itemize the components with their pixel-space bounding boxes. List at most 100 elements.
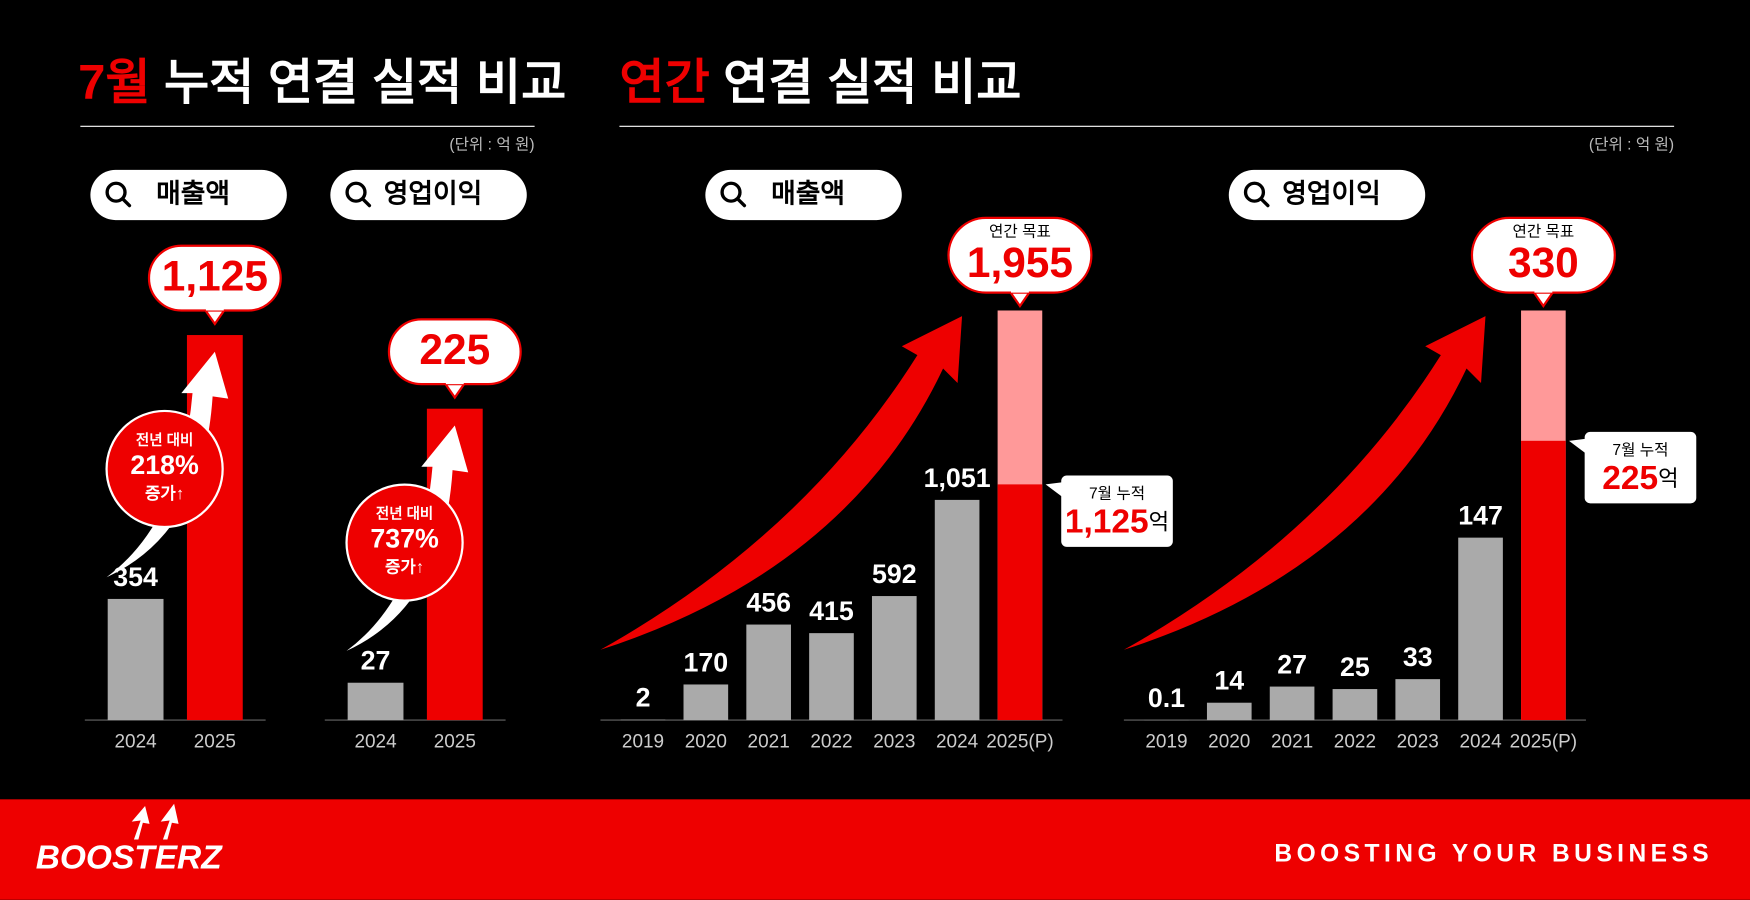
value-label: 170 [683,647,728,677]
bar [683,684,729,721]
growth-text: 218% [130,450,199,480]
callout-bubble [205,306,224,311]
title-text: 누적 연결 실적 비교 [164,56,566,110]
value-label: 33 [1403,642,1433,672]
growth-arrow [106,351,229,578]
x-tick-label: 2025 [434,731,476,752]
growth-text: 전년 대비 [376,506,433,523]
ytd-unit: 억 [1658,466,1679,491]
unit-note: (단위 : 억 원) [449,135,534,153]
bar [1332,689,1378,721]
x-tick-label: 2024 [1459,731,1501,752]
growth-text: 전년 대비 [136,432,193,449]
chart-title: 영업이익 [1282,179,1381,209]
value-label: 1,051 [924,463,991,493]
value-label: 27 [1277,650,1307,680]
chart-title: 영업이익 [384,179,483,209]
search-pill [90,169,287,221]
ytd-label: 7월 누적 [1089,485,1145,503]
search-icon [1243,181,1266,203]
value-label: 1,125 [162,252,268,299]
ytd-pointer [1045,482,1064,498]
section-title: 7월 누적 연결 실적 비교 [78,56,566,110]
ytd-box [1061,475,1173,547]
ytd-label: 7월 누적 [1612,441,1668,459]
ytd-number: 225 [1602,460,1658,497]
chart-title: 매출액 [156,179,230,209]
logo: BOOSTERZ [36,839,223,876]
x-tick-label: 2019 [1145,731,1187,752]
bar [1206,702,1252,721]
value-label: 27 [361,646,391,676]
bar [809,633,854,721]
x-tick-label: 2020 [1208,731,1250,752]
bar [1395,679,1441,721]
x-tick-label: 2024 [354,731,396,752]
callout-bubble [445,379,464,385]
x-tick-label: 2023 [873,731,915,752]
trend-arrow [1123,316,1486,650]
growth-text: 증가↑ [145,484,184,503]
x-tick-label: 2024 [936,731,978,752]
title-text: 연결 실적 비교 [723,56,1021,110]
target-value: 1,955 [967,239,1073,286]
x-tick-label: 2025 [194,731,236,752]
growth-arrow [106,351,229,578]
search-icon [1259,197,1270,208]
x-tick-label: 2021 [1271,731,1313,752]
x-tick-label: 2025(P) [1510,731,1577,752]
search-icon [361,197,372,208]
bar [934,499,980,721]
growth-badge [345,483,464,602]
x-tick-label: 2019 [622,731,664,752]
bar [107,598,164,721]
growth-arrow [346,425,469,651]
ytd-unit: 억 [1149,509,1170,534]
bar [1269,686,1315,721]
ytd-pointer [1569,438,1587,455]
value-label: 25 [1340,652,1370,682]
x-tick-label: 2023 [1397,731,1439,752]
callout-bubble [1011,288,1029,293]
search-icon [736,197,747,208]
value-label: 415 [809,596,854,626]
search-icon [105,181,127,203]
search-icon [345,181,367,203]
unit-note: (단위 : 억 원) [1589,135,1674,153]
x-tick-label: 2024 [115,731,157,752]
target-label: 연간 목표 [989,222,1051,240]
bar [871,596,917,721]
ytd-number: 1,125 [1065,503,1149,540]
x-tick-label: 2022 [810,731,852,752]
search-icon [121,197,132,208]
bar [746,624,791,721]
logo-arrows [131,803,179,840]
target-value: 330 [1508,239,1579,286]
value-label: 0.1 [1148,683,1185,713]
bar [347,682,404,721]
x-tick-label: 2025(P) [986,731,1053,752]
ytd-value: 225억 [1602,460,1678,497]
growth-badge [105,409,224,529]
growth-text: 737% [370,523,439,553]
section-title: 연간 연결 실적 비교 [619,56,1021,110]
search-pill [1228,169,1426,221]
search-pill [705,169,902,221]
trend-arrow [600,316,963,650]
bar [1458,537,1503,721]
value-label: 2 [636,683,651,713]
value-label: 456 [746,588,791,618]
growth-arrow [346,425,469,651]
title-highlight: 7월 [78,56,150,110]
value-label: 592 [872,559,917,589]
ytd-box [1584,431,1697,504]
x-tick-label: 2021 [748,731,790,752]
value-label: 147 [1458,501,1503,531]
callout-bubble [1534,288,1553,293]
growth-text: 증가↑ [385,558,424,577]
title-highlight: 연간 [619,56,709,110]
chart-title: 매출액 [771,179,845,209]
